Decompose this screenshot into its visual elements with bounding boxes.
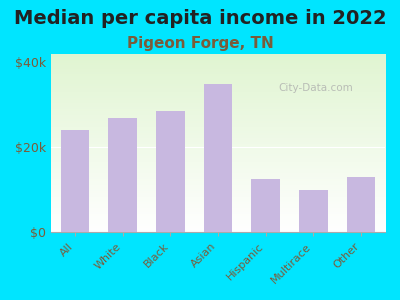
Bar (204, 84, 232, 232)
Text: City-Data.com: City-Data.com (278, 82, 353, 92)
Text: Pigeon Forge, TN: Pigeon Forge, TN (127, 36, 273, 51)
Bar (251, 179, 280, 232)
Text: Median per capita income in 2022: Median per capita income in 2022 (14, 9, 386, 28)
Bar (299, 190, 328, 232)
Bar (156, 111, 184, 232)
Bar (60, 130, 89, 232)
Bar (108, 118, 137, 232)
Bar (347, 177, 376, 232)
